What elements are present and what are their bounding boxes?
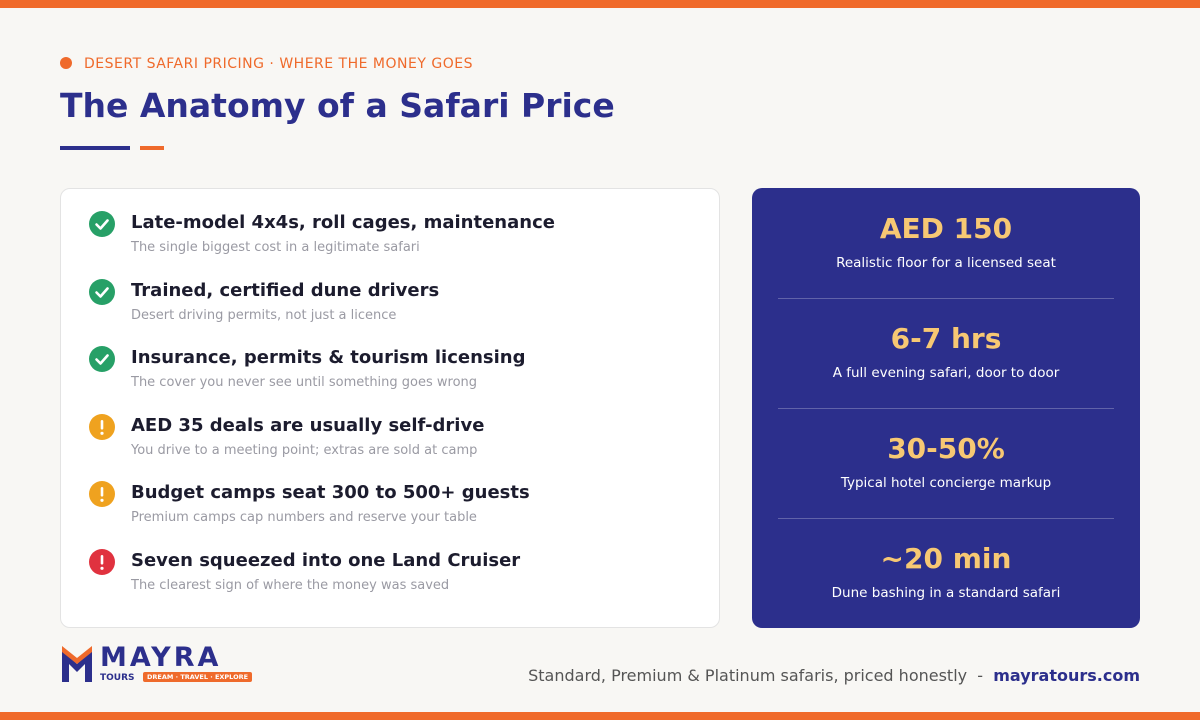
item-note: Premium camps cap numbers and reserve yo… <box>131 510 477 526</box>
item-note: You drive to a meeting point; extras are… <box>131 442 478 458</box>
page-title: The Anatomy of a Safari Price <box>60 86 615 125</box>
status-icon <box>89 549 115 575</box>
item-note: The clearest sign of where the money was… <box>131 578 450 593</box>
eyebrow: DESERT SAFARI PRICING · WHERE THE MONEY … <box>84 56 473 72</box>
item-note: The cover you never see until something … <box>131 375 478 391</box>
stat-label: Typical hotel concierge markup <box>840 475 1052 491</box>
checklist-item: Insurance, permits & tourism licensing Th… <box>89 346 709 396</box>
status-icon <box>89 346 115 373</box>
logo-name: MAYRA <box>100 642 222 673</box>
checklist-item: Seven squeezed into one Land Cruiser The … <box>89 549 709 599</box>
footer-tagline: Standard, Premium & Platinum safaris, pr… <box>528 666 968 685</box>
item-title: Trained, certified dune drivers <box>131 279 440 301</box>
footer-url[interactable]: mayratours.com <box>993 666 1140 685</box>
stat-value: ~20 min <box>880 542 1012 575</box>
logo-mark <box>62 646 92 682</box>
item-note: The single biggest cost in a legitimate … <box>131 240 420 255</box>
stat-value: AED 150 <box>879 212 1013 245</box>
stat-value: 6-7 hrs <box>890 322 1002 355</box>
checklist-item: Trained, certified dune drivers Desert dr… <box>89 278 709 329</box>
logo-sub: TOURS <box>100 673 135 683</box>
footer-separator: - <box>977 666 984 685</box>
stat-label: A full evening safari, door to door <box>832 365 1060 381</box>
stat-value: 30-50% <box>887 432 1005 465</box>
item-title: Late-model 4x4s, roll cages, maintenance <box>131 212 555 233</box>
item-note: Desert driving permits, not just a licen… <box>131 307 397 323</box>
stat-divider <box>778 408 1114 409</box>
bottom-bar <box>0 712 1200 720</box>
item-title: Budget camps seat 300 to 500+ guests <box>131 482 530 504</box>
stat-label: Dune bashing in a standard safari <box>831 585 1061 601</box>
underline-navy <box>60 146 130 150</box>
top-bar <box>0 0 1200 8</box>
status-icon <box>89 413 115 440</box>
status-icon <box>89 481 115 508</box>
item-title: Insurance, permits & tourism licensing <box>131 347 526 369</box>
footer: Standard, Premium & Platinum safaris, pr… <box>528 666 1140 685</box>
stat-divider <box>778 518 1114 519</box>
logo-tagline: DREAM · TRAVEL · EXPLORE <box>143 672 253 682</box>
stat-label: Realistic floor for a licensed seat <box>836 255 1056 271</box>
checklist-item: Late-model 4x4s, roll cages, maintenance… <box>89 211 709 261</box>
status-icon <box>89 211 115 237</box>
checklist-item: AED 35 deals are usually self-drive You d… <box>89 413 709 464</box>
stat-divider <box>778 298 1114 299</box>
eyebrow-dot <box>60 57 72 69</box>
underline-orange <box>140 146 164 150</box>
status-icon <box>89 278 115 305</box>
item-title: AED 35 deals are usually self-drive <box>131 414 485 436</box>
checklist-card: Late-model 4x4s, roll cages, maintenance… <box>60 188 720 628</box>
item-title: Seven squeezed into one Land Cruiser <box>131 550 521 571</box>
checklist-item: Budget camps seat 300 to 500+ guests Prem… <box>89 481 709 531</box>
stats-panel: AED 150 Realistic floor for a licensed se… <box>752 188 1140 628</box>
